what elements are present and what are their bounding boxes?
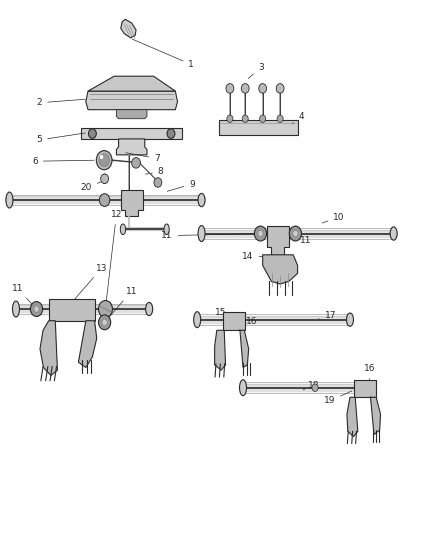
Polygon shape <box>354 379 376 397</box>
Circle shape <box>254 226 267 241</box>
Polygon shape <box>49 300 95 321</box>
Circle shape <box>101 174 109 183</box>
Circle shape <box>34 306 39 312</box>
Text: 4: 4 <box>292 112 304 124</box>
Text: 2: 2 <box>36 98 85 107</box>
Polygon shape <box>117 139 147 155</box>
Polygon shape <box>239 330 249 368</box>
Text: 11: 11 <box>161 231 258 240</box>
Polygon shape <box>267 225 289 255</box>
Ellipse shape <box>120 224 126 235</box>
Circle shape <box>276 84 284 93</box>
Polygon shape <box>78 321 97 368</box>
Ellipse shape <box>102 174 106 183</box>
Polygon shape <box>40 321 57 375</box>
Text: 17: 17 <box>318 311 336 320</box>
Ellipse shape <box>146 302 152 316</box>
Text: 3: 3 <box>248 63 264 78</box>
Polygon shape <box>86 91 177 110</box>
Circle shape <box>293 230 298 237</box>
Circle shape <box>132 158 141 168</box>
Circle shape <box>99 193 110 206</box>
Ellipse shape <box>164 224 169 235</box>
Ellipse shape <box>346 313 353 326</box>
Circle shape <box>241 84 249 93</box>
Ellipse shape <box>6 192 13 208</box>
Circle shape <box>227 115 233 123</box>
Polygon shape <box>370 397 381 434</box>
Text: 1: 1 <box>132 39 194 69</box>
Text: 6: 6 <box>32 157 94 166</box>
Text: 8: 8 <box>145 167 164 176</box>
Circle shape <box>99 301 113 318</box>
Text: 12: 12 <box>106 210 122 305</box>
Text: 7: 7 <box>126 153 160 163</box>
Polygon shape <box>117 110 147 119</box>
Ellipse shape <box>366 381 373 394</box>
Polygon shape <box>121 19 136 38</box>
Ellipse shape <box>12 301 19 317</box>
Circle shape <box>30 302 42 317</box>
Text: 13: 13 <box>68 264 107 307</box>
Text: 11: 11 <box>12 284 35 307</box>
Text: 16: 16 <box>364 364 375 385</box>
Circle shape <box>88 129 96 139</box>
Circle shape <box>312 384 318 391</box>
Circle shape <box>259 84 267 93</box>
Circle shape <box>226 84 234 93</box>
Text: 19: 19 <box>324 391 352 406</box>
Polygon shape <box>121 190 143 216</box>
Ellipse shape <box>198 193 205 207</box>
Circle shape <box>242 115 248 123</box>
Polygon shape <box>223 312 245 330</box>
Ellipse shape <box>390 227 397 240</box>
Ellipse shape <box>240 379 247 395</box>
Circle shape <box>99 315 111 330</box>
Circle shape <box>96 151 112 169</box>
Circle shape <box>167 129 175 139</box>
Text: 11: 11 <box>106 287 137 320</box>
Circle shape <box>154 177 162 187</box>
Circle shape <box>277 115 283 123</box>
Text: 15: 15 <box>215 308 231 320</box>
Polygon shape <box>219 120 297 135</box>
Text: 5: 5 <box>36 133 85 144</box>
Polygon shape <box>81 128 182 139</box>
Ellipse shape <box>198 225 205 241</box>
Text: 18: 18 <box>303 381 319 390</box>
Polygon shape <box>263 255 297 284</box>
Text: 14: 14 <box>242 253 275 261</box>
Polygon shape <box>347 397 358 437</box>
Text: 16: 16 <box>236 317 258 327</box>
Circle shape <box>260 115 266 123</box>
Ellipse shape <box>194 312 201 328</box>
Text: 10: 10 <box>322 213 345 223</box>
Circle shape <box>102 319 107 326</box>
Circle shape <box>99 154 110 166</box>
Circle shape <box>258 230 263 237</box>
Text: 11: 11 <box>295 233 312 246</box>
Text: 9: 9 <box>167 180 195 191</box>
Polygon shape <box>88 76 175 91</box>
Polygon shape <box>215 330 226 370</box>
Text: 20: 20 <box>81 181 102 192</box>
Circle shape <box>100 155 103 159</box>
Circle shape <box>289 226 301 241</box>
